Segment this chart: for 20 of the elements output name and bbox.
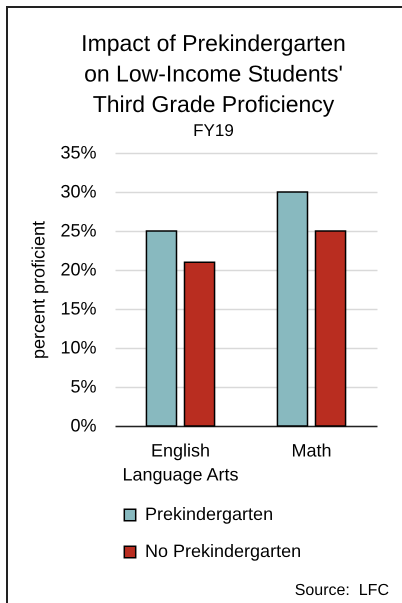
bar <box>276 191 308 427</box>
y-axis-title: percent proficient <box>28 220 48 360</box>
chart-subtitle: FY19 <box>193 121 234 140</box>
legend-label: No Prekindergarten <box>145 541 302 561</box>
source-note: Source: LFC <box>294 582 389 599</box>
y-tick-label: 5% <box>70 376 96 396</box>
bar <box>184 261 216 427</box>
y-tick-label: 15% <box>60 298 96 318</box>
y-tick-label: 20% <box>60 260 96 280</box>
x-tick-label: Math <box>291 440 332 460</box>
x-tick-label: English Language Arts <box>122 440 239 484</box>
bar <box>314 230 346 427</box>
bar <box>146 230 178 427</box>
y-tick-label: 10% <box>60 338 96 358</box>
y-tick-label: 30% <box>60 182 96 202</box>
y-tick-label: 35% <box>60 142 96 162</box>
y-tick-label: 0% <box>70 416 96 436</box>
chart-title: Impact of Prekindergarten on Low-Income Students' Third Grade Proficiency <box>81 30 346 117</box>
y-tick-label: 25% <box>60 220 96 240</box>
legend-label: Prekindergarten <box>145 504 274 524</box>
